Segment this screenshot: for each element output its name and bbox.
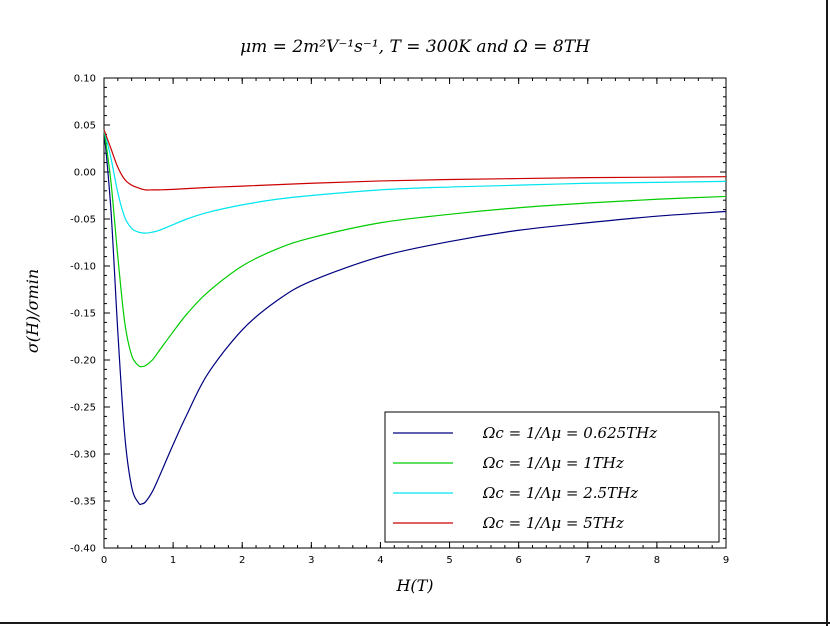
frame-right-border bbox=[826, 0, 828, 626]
y-tick-label: -0.15 bbox=[70, 309, 96, 320]
y-tick-label: -0.20 bbox=[70, 356, 96, 367]
legend-box bbox=[384, 411, 720, 543]
series-line-1 bbox=[103, 129, 727, 506]
series-line-3 bbox=[103, 129, 727, 234]
y-tick-label: 0.10 bbox=[74, 74, 96, 85]
x-tick-label: 2 bbox=[239, 555, 245, 566]
frame-bottom-border bbox=[0, 622, 830, 624]
x-tick-label: 0 bbox=[101, 555, 107, 566]
x-tick-label: 9 bbox=[723, 555, 729, 566]
series-line-2 bbox=[103, 129, 727, 368]
y-tick-label: -0.40 bbox=[70, 544, 96, 555]
x-tick-label: 6 bbox=[515, 555, 521, 566]
chart-title: μm = 2m²V⁻¹s⁻¹, T = 300K and Ω = 8TH bbox=[240, 37, 591, 57]
x-tick-label: 4 bbox=[377, 555, 383, 566]
y-tick-label: 0.05 bbox=[74, 121, 96, 132]
y-tick-label: -0.10 bbox=[70, 262, 96, 273]
x-tick-label: 8 bbox=[654, 555, 660, 566]
plot-area: 0.10 0.05 0.00 -0.05 -0.10 -0.15 -0.20 -0.25 -0.… bbox=[70, 74, 729, 567]
y-tick-label: -0.30 bbox=[70, 450, 96, 461]
y-tick-label: -0.05 bbox=[70, 215, 96, 226]
x-tick-label: 3 bbox=[308, 555, 314, 566]
y-axis-label: σ(H)/σmin bbox=[23, 269, 42, 353]
y-tick-label: -0.25 bbox=[70, 403, 96, 414]
legend-label-3: Ωc = 1/Λμ = 2.5THz bbox=[482, 484, 638, 502]
y-tick-label: -0.35 bbox=[70, 497, 96, 508]
series-line-4 bbox=[103, 129, 727, 191]
y-tick-label: 0.00 bbox=[74, 168, 96, 179]
x-tick-label: 1 bbox=[170, 555, 176, 566]
legend-label-4: Ωc = 1/Λμ = 5THz bbox=[482, 514, 624, 532]
legend-label-2: Ωc = 1/Λμ = 1THz bbox=[482, 454, 624, 472]
legend-label-1: Ωc = 1/Λμ = 0.625THz bbox=[482, 424, 657, 442]
x-axis-label: H(T) bbox=[395, 576, 433, 595]
x-tick-label: 7 bbox=[585, 555, 591, 566]
x-tick-label: 5 bbox=[446, 555, 452, 566]
